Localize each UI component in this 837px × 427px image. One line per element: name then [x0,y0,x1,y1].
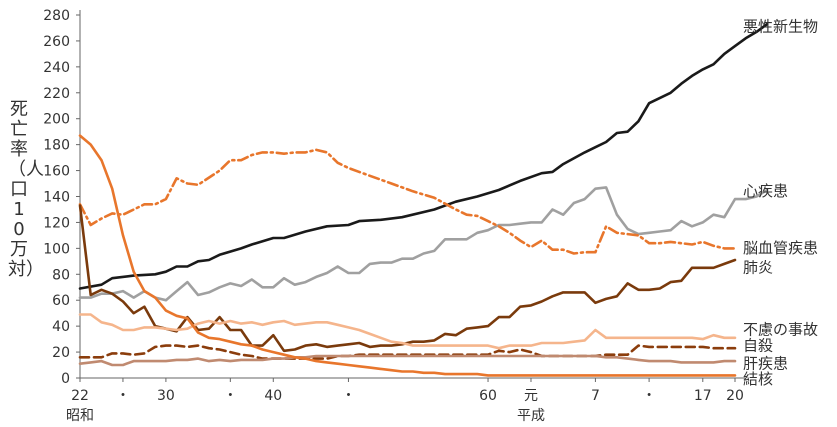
x-tick-label: ・ [642,388,656,404]
series-label: 心疾患 [743,182,788,200]
series-label: 結核 [743,370,773,388]
x-tick-label: 7 [591,388,600,404]
y-tick-label: 160 [43,164,70,180]
series-layer [78,22,769,377]
y-tick-label: 260 [43,34,70,50]
x-tick-label: 30 [157,388,175,404]
x-tick-label: ・ [341,388,355,404]
x-tick-label: 20 [726,388,744,404]
axes: 0 20 40 60 80 100 120 140 160 180 200 220 240 260 280 2… [43,8,745,424]
series-line-不慮の事故 [78,313,737,350]
y-tick-label: 0 [61,371,70,387]
series-line-結核 [78,134,737,377]
era-label: 平成 [517,408,545,423]
era-label: 昭和 [66,408,94,423]
y-tick-label: 120 [43,215,70,231]
series-line-悪性新生物 [78,22,769,290]
y-axis-title: 死亡率（人口10万対） [8,99,44,280]
x-tick-label: 40 [264,388,282,404]
x-tick-label: ・ [223,388,237,404]
series-label: 肺炎 [743,259,773,277]
y-tick-label: 180 [43,138,70,154]
series-line-心疾患 [78,186,769,302]
x-tick-label: 22 [71,388,89,404]
y-tick-label: 220 [43,86,70,102]
x-tick-label: 60 [479,388,497,404]
series-label: 悪性新生物 [743,17,818,35]
series-line-脳血管疾患 [78,148,737,255]
x-tick-label: 元 [524,388,538,404]
x-tick-label: 17 [694,388,712,404]
series-label: 脳血管疾患 [743,239,818,257]
y-tick-label: 20 [52,345,70,361]
series-label: 肝疾患 [743,354,788,372]
y-tick-label: 60 [52,293,70,309]
y-tick-label: 200 [43,112,70,128]
y-tick-label: 140 [43,190,70,206]
y-tick-label: 100 [43,241,70,257]
series-line-肝疾患 [78,354,737,367]
y-tick-label: 80 [52,267,70,283]
y-tick-label: 240 [43,60,70,76]
series-label: 自殺 [743,336,773,354]
x-tick-label: ・ [116,388,130,404]
y-tick-label: 280 [43,8,70,24]
y-tick-label: 40 [52,319,70,335]
series-label: 不慮の事故 [743,321,818,339]
